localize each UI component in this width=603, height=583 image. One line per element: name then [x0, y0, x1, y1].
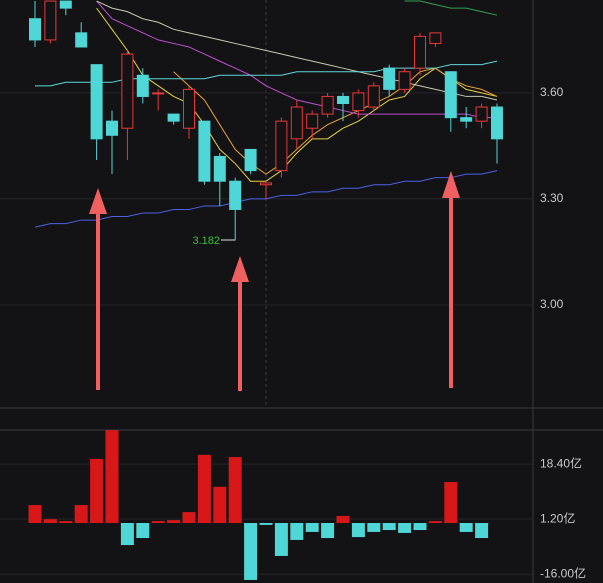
candle-body [59, 0, 72, 9]
bar [290, 522, 304, 540]
bar [305, 522, 319, 532]
moving-average-line [96, 0, 498, 101]
arrow-head [231, 256, 249, 282]
moving-average-line [34, 170, 498, 228]
bar [213, 486, 227, 523]
moving-average-line [96, 0, 497, 119]
candle-body [460, 117, 473, 122]
candle-body [106, 120, 118, 136]
candle-body [398, 71, 411, 90]
bar [136, 522, 150, 539]
arrows [89, 171, 460, 391]
candle-body [321, 95, 334, 115]
bar [351, 522, 365, 538]
candle-body [306, 113, 319, 129]
bar [105, 430, 119, 523]
candle-body [213, 155, 226, 182]
bar [182, 512, 196, 523]
candle-body [290, 106, 303, 140]
bar [120, 522, 134, 546]
arrow-shaft [449, 195, 453, 388]
bar [197, 454, 211, 523]
bar [259, 522, 273, 525]
bar [413, 522, 427, 531]
candle-body [244, 148, 257, 172]
y-tick-label: 18.40亿 [540, 455, 582, 470]
y-tick-label: 3.00 [540, 297, 564, 311]
bar [167, 520, 181, 523]
arrow-shaft [238, 278, 242, 391]
candle-body [152, 92, 165, 95]
bar [321, 522, 335, 539]
y-tick-label: -16.00亿 [540, 565, 586, 580]
candle-body [75, 32, 88, 48]
y-tick-label: 3.30 [540, 191, 564, 205]
bar [428, 521, 442, 523]
candle-body [198, 120, 211, 182]
bar [444, 482, 458, 523]
candle-body [414, 35, 426, 69]
bar [274, 522, 288, 556]
bar [382, 522, 396, 531]
bar [90, 458, 104, 523]
bar [459, 522, 473, 532]
moving-average-line [404, 0, 498, 16]
candle-body [367, 85, 380, 108]
bar [244, 522, 258, 580]
arrow-shaft [96, 210, 100, 390]
candle-body [429, 32, 442, 44]
candle-body [383, 67, 396, 90]
candle-body [136, 74, 149, 97]
volume-panel [0, 430, 533, 580]
candle-body [260, 182, 272, 186]
candle-body [491, 106, 503, 140]
bar [43, 519, 57, 523]
candle-body [444, 71, 457, 119]
arrow-head [89, 188, 107, 214]
candle-body [352, 92, 365, 112]
arrow-head [442, 171, 460, 198]
moving-average-line [96, 7, 498, 182]
candle-body [44, 0, 57, 41]
bar [398, 522, 412, 533]
bar [151, 521, 165, 523]
moving-average-line [173, 67, 498, 175]
candle-body [29, 18, 41, 41]
bar [367, 522, 381, 532]
candle-body [475, 106, 488, 122]
axes: 3.60 3.30 3.00 18.40亿 1.20亿 -16.00亿 [540, 85, 586, 580]
y-tick-label: 3.60 [540, 85, 564, 99]
bar [336, 515, 350, 523]
bar [475, 522, 489, 539]
bar [59, 521, 73, 523]
candle-body [90, 64, 103, 140]
price-panel [0, 0, 533, 306]
candle-body [121, 53, 134, 129]
bar [28, 505, 42, 523]
candle-body [337, 95, 349, 105]
candle-body [275, 120, 288, 172]
candle-body [167, 113, 180, 122]
y-tick-label: 1.20亿 [540, 510, 575, 525]
low-annotation: 3.182 [192, 235, 220, 247]
bar [228, 457, 242, 523]
candle-body [229, 180, 242, 210]
candle-body [183, 88, 195, 129]
bar [74, 505, 88, 523]
